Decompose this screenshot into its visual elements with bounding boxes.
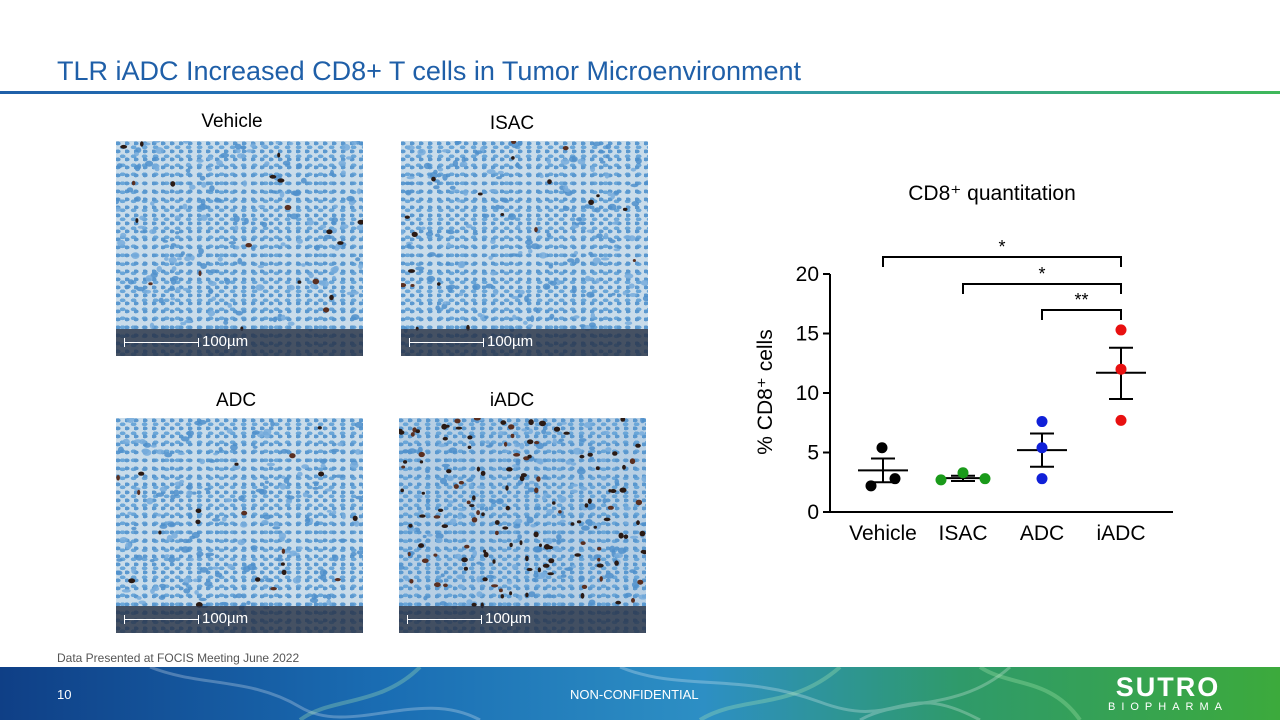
chart-title: CD8⁺ quantitation (908, 182, 1076, 205)
micrograph-vehicle: 100µm (116, 141, 363, 356)
micrograph-adc: 100µm (116, 418, 363, 633)
y-tick-label: 5 (807, 442, 819, 465)
y-tick-label: 0 (807, 501, 819, 524)
sutro-logo: SUTRO BIOPHARMA (1093, 673, 1243, 714)
footer-banner: 10 NON-CONFIDENTIAL SUTRO BIOPHARMA (0, 667, 1280, 720)
scale-label: 100µm (485, 610, 532, 627)
significance-label: * (1038, 264, 1045, 284)
y-axis-label: % CD8⁺ cells (754, 329, 777, 454)
y-tick-label: 15 (796, 323, 819, 346)
significance-bracket (962, 283, 1122, 294)
data-point (1115, 324, 1127, 336)
data-point (957, 467, 969, 479)
panel-label-iadc: iADC (489, 390, 535, 411)
scale-label: 100µm (202, 333, 249, 350)
stained-cells (116, 418, 363, 611)
cell-texture-decoration (149, 667, 1082, 720)
scale-bar: 100µm (401, 329, 648, 356)
micrograph-isac: 100µm (401, 141, 648, 356)
data-point (1036, 473, 1048, 485)
stained-cells (401, 141, 648, 333)
significance-label: ** (1074, 290, 1088, 310)
data-point (979, 473, 991, 485)
y-tick-label: 20 (796, 263, 819, 286)
data-point (935, 474, 947, 486)
panel-label-isac: ISAC (489, 113, 535, 134)
data-point (1036, 442, 1048, 454)
footnote: Data Presented at FOCIS Meeting June 202… (57, 651, 300, 665)
cd8-quantitation-chart: CD8⁺ quantitation % CD8⁺ cells 0 5 10 15 20 V… (754, 182, 1173, 545)
scale-label: 100µm (202, 610, 249, 627)
significance-bracket (882, 256, 1122, 267)
x-tick-label: iADC (1096, 522, 1145, 545)
data-point (1115, 414, 1127, 426)
stained-cells (116, 141, 363, 332)
significance-bracket (1041, 309, 1122, 320)
page-number: 10 (57, 687, 72, 702)
x-tick-label: ISAC (938, 522, 987, 545)
slide-title: TLR iADC Increased CD8+ T cells in Tumor… (57, 56, 802, 86)
data-point (1036, 416, 1048, 428)
data-point (865, 480, 877, 492)
logo-subtitle: BIOPHARMA (1107, 701, 1228, 713)
x-tick-label: Vehicle (849, 522, 917, 545)
scale-label: 100µm (487, 333, 534, 350)
panel-label-adc: ADC (215, 390, 257, 411)
data-point (1115, 363, 1127, 375)
stained-cells (399, 418, 646, 610)
micrograph-iadc: 100µm (399, 418, 646, 633)
logo-wordmark: SUTRO (1115, 672, 1221, 702)
scale-bar: 100µm (399, 606, 646, 633)
scale-bar: 100µm (116, 329, 363, 356)
title-divider (0, 91, 1280, 94)
significance-label: * (998, 237, 1005, 257)
classification-label: NON-CONFIDENTIAL (570, 687, 699, 702)
x-tick-label: ADC (1020, 522, 1064, 545)
data-point (889, 473, 901, 485)
panel-label-vehicle: Vehicle (201, 111, 263, 132)
data-point (876, 442, 888, 454)
scale-bar: 100µm (116, 606, 363, 633)
y-tick-label: 10 (796, 382, 819, 405)
